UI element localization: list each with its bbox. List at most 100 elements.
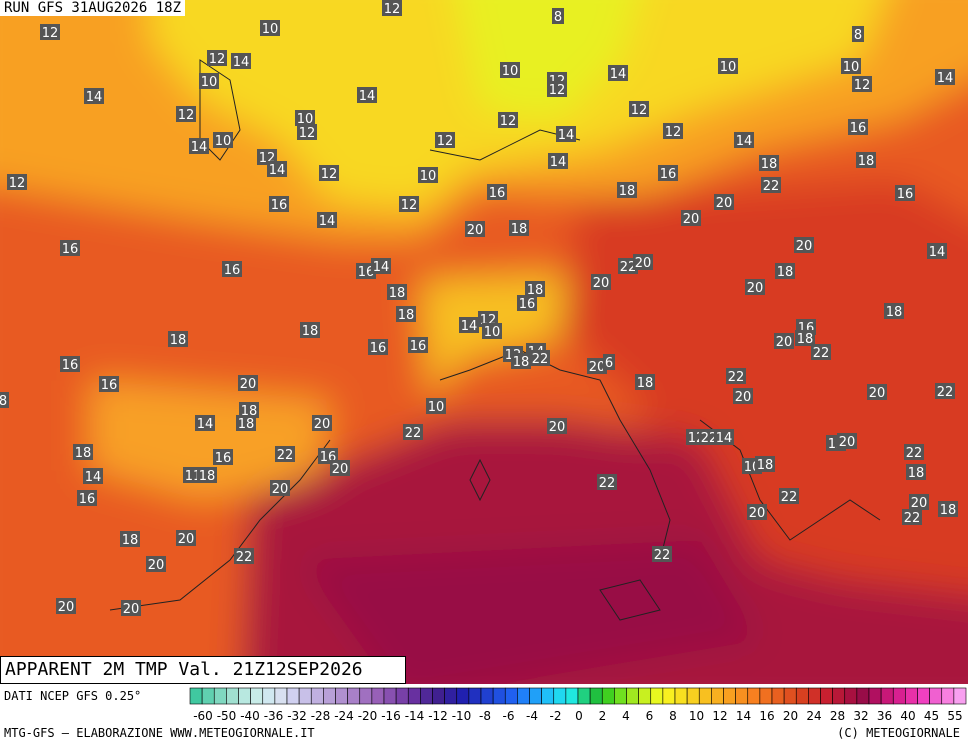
temp-label: 18 (777, 265, 794, 280)
temp-label: 10 (262, 22, 279, 37)
label-box (525, 281, 545, 297)
temp-label: 18 (398, 308, 415, 323)
temp-label: 16 (850, 121, 867, 136)
temp-label: 20 (776, 335, 793, 350)
label-box (906, 464, 926, 480)
colorbar-label: 55 (947, 709, 962, 723)
label-box (848, 119, 868, 135)
label-box (435, 132, 455, 148)
temp-label: 18 (302, 324, 319, 339)
temp-label: 10 (215, 134, 232, 149)
colorbar-swatch (905, 687, 918, 705)
colorbar-swatch (335, 687, 348, 705)
temp-label: 12 (321, 167, 338, 182)
label-box (297, 124, 317, 140)
colorbar-swatch (420, 687, 433, 705)
temp-label: 18 (199, 469, 216, 484)
colorbar-label: -20 (358, 709, 378, 723)
colorbar-swatch (226, 687, 239, 705)
label-box (841, 58, 861, 74)
temp-label: 20 (589, 360, 606, 375)
colorbar-label: -50 (217, 709, 237, 723)
label-box (745, 279, 765, 295)
colorbar-label: -4 (526, 709, 538, 723)
colorbar: -60 -50 -40 -36 -32 -28 -24 -20 -16 -14 -12 -10 -8 -6… (189, 687, 967, 723)
colorbar-swatch (795, 687, 809, 705)
temp-label: 20 (467, 223, 484, 238)
colorbar-label: -32 (287, 709, 307, 723)
colorbar-swatch (456, 687, 470, 705)
label-box (197, 467, 217, 483)
colorbar-swatch (771, 687, 785, 705)
label-box (269, 196, 289, 212)
colorbar-swatch (917, 687, 930, 705)
colorbar-swatch (783, 687, 797, 705)
label-box (867, 384, 887, 400)
label-box (207, 50, 227, 66)
label-box (0, 392, 9, 408)
temp-label: 16 (370, 341, 387, 356)
label-box (556, 126, 576, 142)
temp-label: 20 (593, 276, 610, 291)
colorbar-swatch (238, 687, 251, 705)
colorbar-swatch (383, 687, 397, 705)
colorbar-swatch (262, 687, 276, 705)
label-box (396, 306, 416, 322)
temp-label: 20 (178, 532, 195, 547)
label-box (317, 212, 337, 228)
colorbar-label: 36 (877, 709, 892, 723)
label-box (902, 509, 922, 525)
temp-label: 18 (389, 286, 406, 301)
temp-label: 20 (240, 377, 257, 392)
temp-label: 18 (908, 466, 925, 481)
label-box (608, 65, 628, 81)
temp-label: 12 (437, 134, 454, 149)
colorbar-label: 45 (924, 709, 939, 723)
temp-label: 10 (201, 75, 218, 90)
label-box (714, 429, 734, 445)
label-box (312, 415, 332, 431)
temp-label: 22 (906, 446, 923, 461)
colorbar-label: -14 (405, 709, 425, 723)
map-title: APPARENT 2M TMP Val. 21Z12SEP2026 (0, 656, 406, 684)
label-box (426, 398, 446, 414)
colorbar-label: -36 (264, 709, 284, 723)
label-box (121, 600, 141, 616)
temp-label: 14 (197, 417, 214, 432)
temp-label: 14 (319, 214, 336, 229)
temp-label: 10 (420, 169, 437, 184)
colorbar-label: -40 (240, 709, 260, 723)
colorbar-swatch (953, 687, 967, 705)
colorbar-swatch (213, 687, 227, 705)
temp-label: 20 (796, 239, 813, 254)
colorbar-swatch (492, 687, 506, 705)
label-box (856, 152, 876, 168)
temp-label: 22 (532, 352, 549, 367)
temp-label: 20 (314, 417, 331, 432)
temp-label: 22 (904, 511, 921, 526)
temp-label: 14 (550, 155, 567, 170)
label-box (418, 167, 438, 183)
temp-label: 16 (101, 378, 118, 393)
label-box (734, 132, 754, 148)
colorbar-label: -12 (428, 709, 448, 723)
colorbar-swatch (480, 687, 494, 705)
temp-label: 14 (716, 431, 733, 446)
label-box (300, 322, 320, 338)
label-box (938, 501, 958, 517)
temp-label: 20 (683, 212, 700, 227)
temp-label: 14 (736, 134, 753, 149)
label-box (195, 415, 215, 431)
colorbar-swatch (310, 687, 324, 705)
label-box (935, 383, 955, 399)
colorbar-swatch (674, 687, 688, 705)
temp-label: 20 (749, 506, 766, 521)
label-box (176, 530, 196, 546)
colorbar-swatch (517, 687, 530, 705)
colorbar-swatch (407, 687, 421, 705)
credit: MTG-GFS — ELABORAZIONE WWW.METEOGIORNALE… (4, 726, 315, 740)
colorbar-label: -28 (311, 709, 331, 723)
colorbar-swatch (723, 687, 736, 705)
temp-label: 20 (148, 558, 165, 573)
colorbar-label: 8 (669, 709, 677, 723)
